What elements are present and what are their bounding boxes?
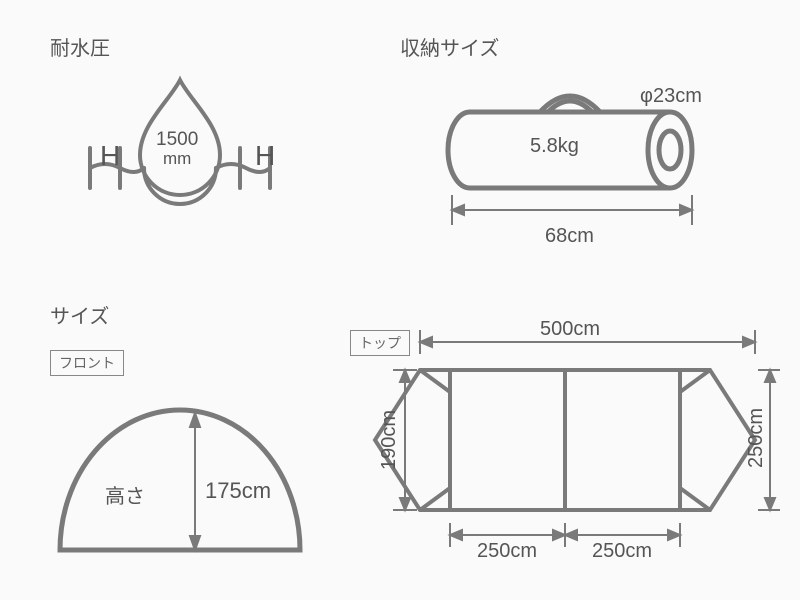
waterproof-value: 1500 mm — [156, 130, 198, 168]
front-height: 175cm — [205, 478, 271, 504]
front-height-label: 高さ — [105, 480, 145, 509]
top-inner-height: 190cm — [378, 410, 401, 470]
title-waterproof: 耐水圧 — [50, 32, 110, 61]
top-half1: 250cm — [477, 540, 537, 563]
top-width: 500cm — [540, 318, 600, 341]
storage-length: 68cm — [545, 225, 594, 248]
tag-front: フロント — [50, 350, 124, 376]
waterproof-h-right: H — [255, 140, 275, 172]
waterproof-h-left: H — [100, 140, 120, 172]
top-half2: 250cm — [592, 540, 652, 563]
top-view-icon — [350, 320, 780, 580]
top-outer-height: 250cm — [745, 408, 768, 468]
waterproof-num: 1500 — [156, 129, 198, 150]
storage-diameter: φ23cm — [640, 85, 702, 108]
title-size: サイズ — [50, 300, 109, 329]
storage-weight: 5.8kg — [530, 135, 579, 158]
waterproof-unit: mm — [163, 149, 191, 168]
title-storage: 収納サイズ — [400, 32, 499, 61]
